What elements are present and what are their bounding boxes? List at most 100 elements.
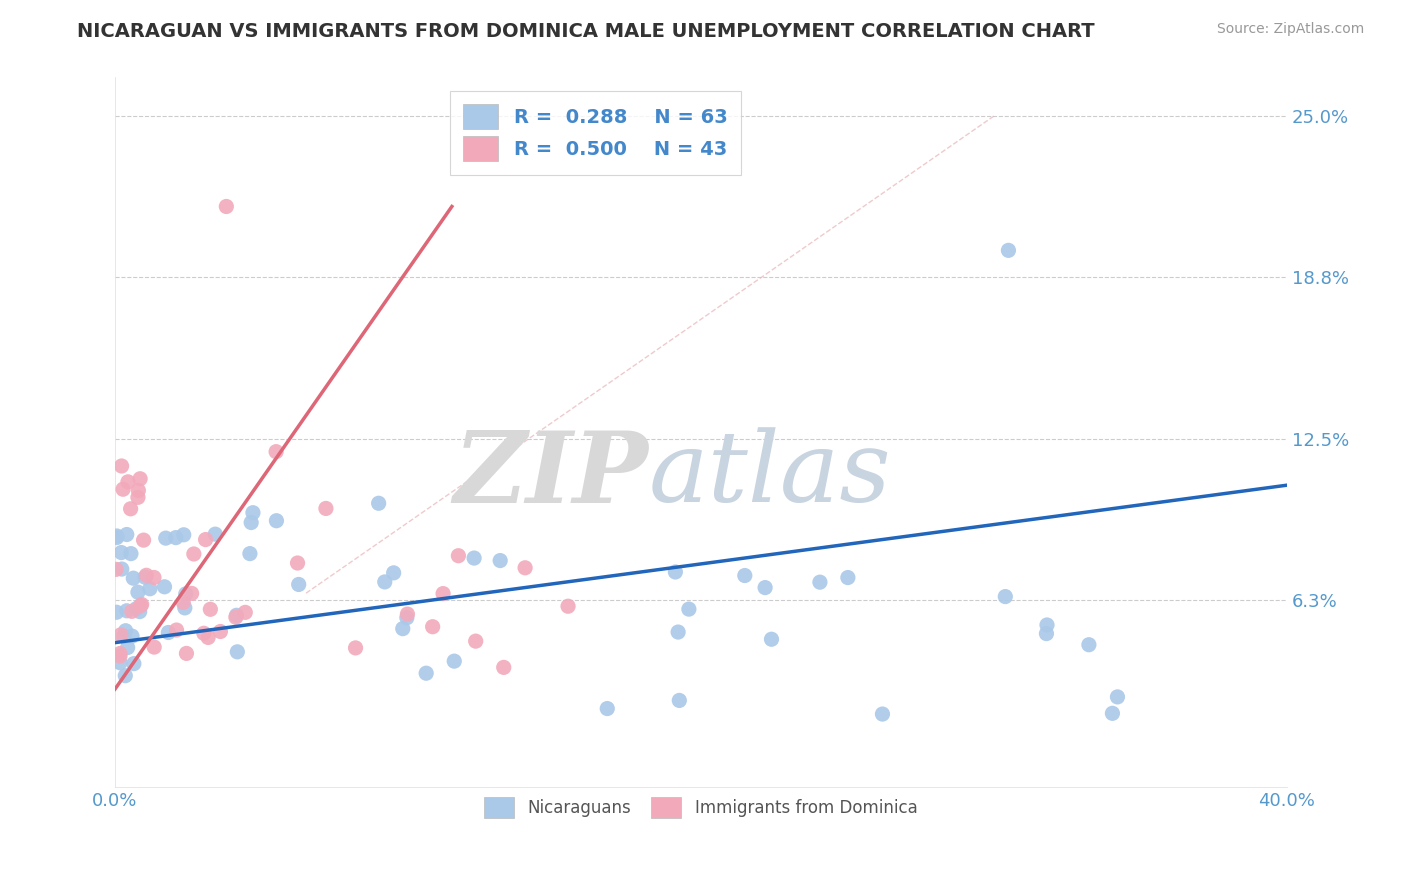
Point <box>193 626 215 640</box>
Point <box>492 660 515 674</box>
Point <box>183 547 205 561</box>
Point <box>121 629 143 643</box>
Point <box>1101 706 1123 721</box>
Point <box>464 634 486 648</box>
Point <box>1036 618 1059 632</box>
Point <box>155 531 177 545</box>
Point <box>165 531 187 545</box>
Point <box>664 565 686 579</box>
Point <box>443 654 465 668</box>
Point <box>242 506 264 520</box>
Point <box>111 562 134 576</box>
Point <box>108 649 131 664</box>
Point <box>143 570 166 584</box>
Point <box>344 640 367 655</box>
Point <box>120 547 142 561</box>
Point <box>761 632 783 647</box>
Text: atlas: atlas <box>648 427 891 523</box>
Point <box>129 472 152 486</box>
Point <box>194 533 217 547</box>
Point <box>174 587 197 601</box>
Point <box>239 547 262 561</box>
Point <box>872 707 894 722</box>
Point <box>129 599 152 613</box>
Point <box>447 549 470 563</box>
Point <box>395 610 418 624</box>
Point <box>225 610 247 624</box>
Point <box>157 625 180 640</box>
Point <box>1077 638 1099 652</box>
Point <box>134 570 156 584</box>
Point <box>367 496 389 510</box>
Point <box>1107 690 1129 704</box>
Point <box>139 582 162 596</box>
Point <box>808 575 831 590</box>
Point <box>209 624 232 639</box>
Point <box>108 647 131 661</box>
Point <box>166 623 188 637</box>
Point <box>432 586 454 600</box>
Point <box>127 491 149 505</box>
Point <box>266 514 288 528</box>
Point <box>197 631 219 645</box>
Point <box>122 657 145 671</box>
Point <box>837 570 859 584</box>
Point <box>204 527 226 541</box>
Point <box>176 647 198 661</box>
Point <box>557 599 579 614</box>
Point <box>215 199 238 213</box>
Point <box>287 577 309 591</box>
Point <box>264 444 287 458</box>
Point <box>226 645 249 659</box>
Point <box>105 562 128 576</box>
Point <box>374 574 396 589</box>
Point <box>117 640 139 655</box>
Point <box>678 602 700 616</box>
Point <box>172 595 194 609</box>
Point <box>225 608 247 623</box>
Point <box>105 531 128 545</box>
Point <box>120 501 142 516</box>
Point <box>112 482 135 496</box>
Point <box>463 551 485 566</box>
Point <box>108 656 131 670</box>
Point <box>117 475 139 489</box>
Point <box>131 598 153 612</box>
Point <box>127 483 149 498</box>
Text: Source: ZipAtlas.com: Source: ZipAtlas.com <box>1216 22 1364 37</box>
Point <box>596 701 619 715</box>
Point <box>122 571 145 585</box>
Point <box>135 568 157 582</box>
Point <box>132 533 155 548</box>
Point <box>153 580 176 594</box>
Point <box>396 607 419 621</box>
Point <box>110 545 132 559</box>
Point <box>105 529 128 543</box>
Point <box>143 640 166 654</box>
Point <box>121 604 143 618</box>
Point <box>110 458 132 473</box>
Point <box>233 606 256 620</box>
Point <box>240 516 263 530</box>
Point <box>173 600 195 615</box>
Point <box>110 628 132 642</box>
Point <box>382 566 405 580</box>
Point <box>115 604 138 618</box>
Point <box>114 669 136 683</box>
Point <box>997 244 1019 258</box>
Point <box>415 666 437 681</box>
Point <box>391 622 413 636</box>
Point <box>125 601 148 615</box>
Point <box>668 693 690 707</box>
Point <box>115 527 138 541</box>
Point <box>200 602 222 616</box>
Point <box>513 561 536 575</box>
Point <box>128 605 150 619</box>
Point <box>994 590 1017 604</box>
Point <box>180 586 202 600</box>
Point <box>754 581 776 595</box>
Point <box>1035 626 1057 640</box>
Legend: Nicaraguans, Immigrants from Dominica: Nicaraguans, Immigrants from Dominica <box>478 790 924 825</box>
Point <box>734 568 756 582</box>
Point <box>489 553 512 567</box>
